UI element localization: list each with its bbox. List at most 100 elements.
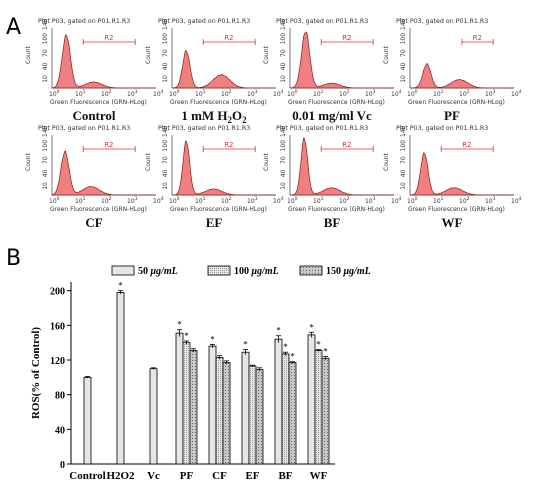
x-tick-label: 103 — [365, 89, 376, 98]
y-tick-label: 40 — [162, 62, 169, 70]
bar-50-CF — [208, 345, 217, 465]
y-tick-label: 70 — [162, 156, 169, 164]
bar-50-BF — [274, 338, 283, 465]
histogram-caption: BF — [324, 215, 341, 230]
x-tick-label: 101 — [313, 196, 324, 205]
x-tick-label: 103 — [485, 196, 496, 205]
x-axis-label: Green Fluorescence (GRN-HLog) — [50, 99, 147, 106]
x-tick-label-CF: CF — [212, 470, 227, 482]
x-tick-label: 102 — [101, 196, 112, 205]
y-tick-label: 140 — [42, 125, 49, 137]
significance-marker: * — [118, 281, 123, 291]
x-axis-label: Green Fluorescence (GRN-HLog) — [170, 206, 267, 213]
histogram-caption: CF — [85, 215, 102, 230]
y-tick-label: 80 — [55, 391, 65, 402]
x-tick-label: 100 — [169, 196, 180, 205]
x-tick-label: 102 — [221, 89, 232, 98]
legend-swatch-100 — [207, 265, 231, 276]
histogram-8: Plot P03, gated on P01.R1.R3 Count 10 40 70 1… — [383, 125, 522, 230]
y-tick-label: 10 — [42, 75, 49, 83]
y-tick-label: 70 — [400, 156, 407, 164]
y-tick-label: 70 — [400, 49, 407, 57]
y-tick-label: 100 — [162, 140, 169, 152]
histogram-area — [51, 33, 156, 89]
x-tick-label: 100 — [407, 89, 418, 98]
y-axis-label: ROS(% of Control) — [30, 327, 42, 419]
x-axis-label: Green Fluorescence (GRN-HLog) — [408, 206, 505, 213]
y-tick-label: 100 — [280, 140, 287, 152]
y-axis-label: Count — [263, 46, 270, 64]
bar-50-Control — [83, 376, 92, 465]
x-tick-label: 103 — [365, 196, 376, 205]
x-axis-label: Green Fluorescence (GRN-HLog) — [408, 99, 505, 106]
x-tick-label: 101 — [433, 196, 444, 205]
bar-100-CF — [215, 356, 224, 465]
bar-150-EF — [255, 369, 264, 465]
histogram-area — [171, 50, 276, 89]
y-tick-label: 10 — [162, 182, 169, 190]
gate-label: R2 — [104, 141, 113, 149]
y-tick-label: 140 — [162, 18, 169, 30]
histogram-area — [410, 63, 514, 89]
gate-label: R2 — [342, 34, 351, 42]
x-tick-label-Control: Control — [69, 470, 105, 482]
histogram-title: Plot P03, gated on P01.R1.R3 — [396, 18, 488, 25]
bar-50-PF — [175, 332, 184, 465]
x-tick-label: 100 — [287, 89, 298, 98]
y-tick-label: 140 — [162, 125, 169, 137]
y-tick-label: 140 — [400, 18, 407, 30]
gate-label: R2 — [224, 34, 233, 42]
y-axis-label: Count — [25, 153, 32, 171]
x-tick-label: 103 — [127, 89, 138, 98]
x-tick-label: 102 — [339, 89, 350, 98]
x-tick-label: 101 — [433, 89, 444, 98]
y-axis-label: Count — [145, 46, 152, 64]
legend-label-100: 100 μg/mL — [234, 266, 279, 277]
x-axis-label: Green Fluorescence (GRN-HLog) — [288, 206, 385, 213]
x-tick-label-BF: BF — [278, 470, 292, 482]
x-tick-label: 101 — [75, 196, 86, 205]
gate-label: R2 — [462, 141, 471, 149]
histogram-caption: PF — [444, 108, 460, 123]
x-tick-label-EF: EF — [245, 470, 259, 482]
histogram-area — [51, 150, 156, 196]
panel-a: Plot P03, gated on P01.R1.R3 Count 10 40 70 1… — [25, 18, 522, 230]
y-axis-label: Count — [25, 46, 32, 64]
histogram-title: Plot P03, gated on P01.R1.R3 — [158, 125, 250, 132]
bar-150-WF — [321, 357, 330, 465]
y-tick-label: 200 — [50, 287, 65, 298]
x-tick-label: 101 — [75, 89, 86, 98]
significance-marker: * — [290, 352, 295, 362]
histogram-title: Plot P03, gated on P01.R1.R3 — [276, 18, 368, 25]
histogram-4: Plot P03, gated on P01.R1.R3 Count 10 40 70 1… — [383, 18, 522, 123]
x-tick-label: 103 — [127, 196, 138, 205]
y-tick-label: 10 — [280, 75, 287, 83]
gate-label: R2 — [342, 141, 351, 149]
y-tick-label: 100 — [280, 33, 287, 45]
gate-label: R2 — [473, 34, 482, 42]
x-tick-label: 103 — [247, 89, 258, 98]
legend-swatch-150 — [299, 265, 323, 276]
gate-label: R2 — [224, 141, 233, 149]
significance-marker: * — [323, 347, 328, 357]
histogram-caption: 1 mM H2O2 — [181, 108, 247, 125]
significance-marker: * — [283, 342, 288, 352]
x-tick-label: 104 — [273, 196, 284, 205]
histogram-7: Plot P03, gated on P01.R1.R3 Count 10 40 70 1… — [263, 125, 402, 230]
y-tick-label: 40 — [42, 62, 49, 70]
y-tick-label: 10 — [42, 182, 49, 190]
bar-100-EF — [248, 365, 257, 465]
y-axis-label: Count — [145, 153, 152, 171]
y-tick-label: 100 — [400, 33, 407, 45]
x-tick-label: 100 — [49, 89, 60, 98]
y-tick-label: 140 — [400, 125, 407, 137]
y-tick-label: 100 — [42, 140, 49, 152]
y-tick-label: 10 — [162, 75, 169, 83]
histogram-title: Plot P03, gated on P01.R1.R3 — [38, 18, 130, 25]
y-tick-label: 140 — [42, 18, 49, 30]
histogram-title: Plot P03, gated on P01.R1.R3 — [158, 18, 250, 25]
y-tick-label: 40 — [280, 62, 287, 70]
histogram-2: Plot P03, gated on P01.R1.R3 Count 10 40 70 1… — [145, 18, 284, 125]
y-tick-label: 120 — [50, 356, 65, 367]
